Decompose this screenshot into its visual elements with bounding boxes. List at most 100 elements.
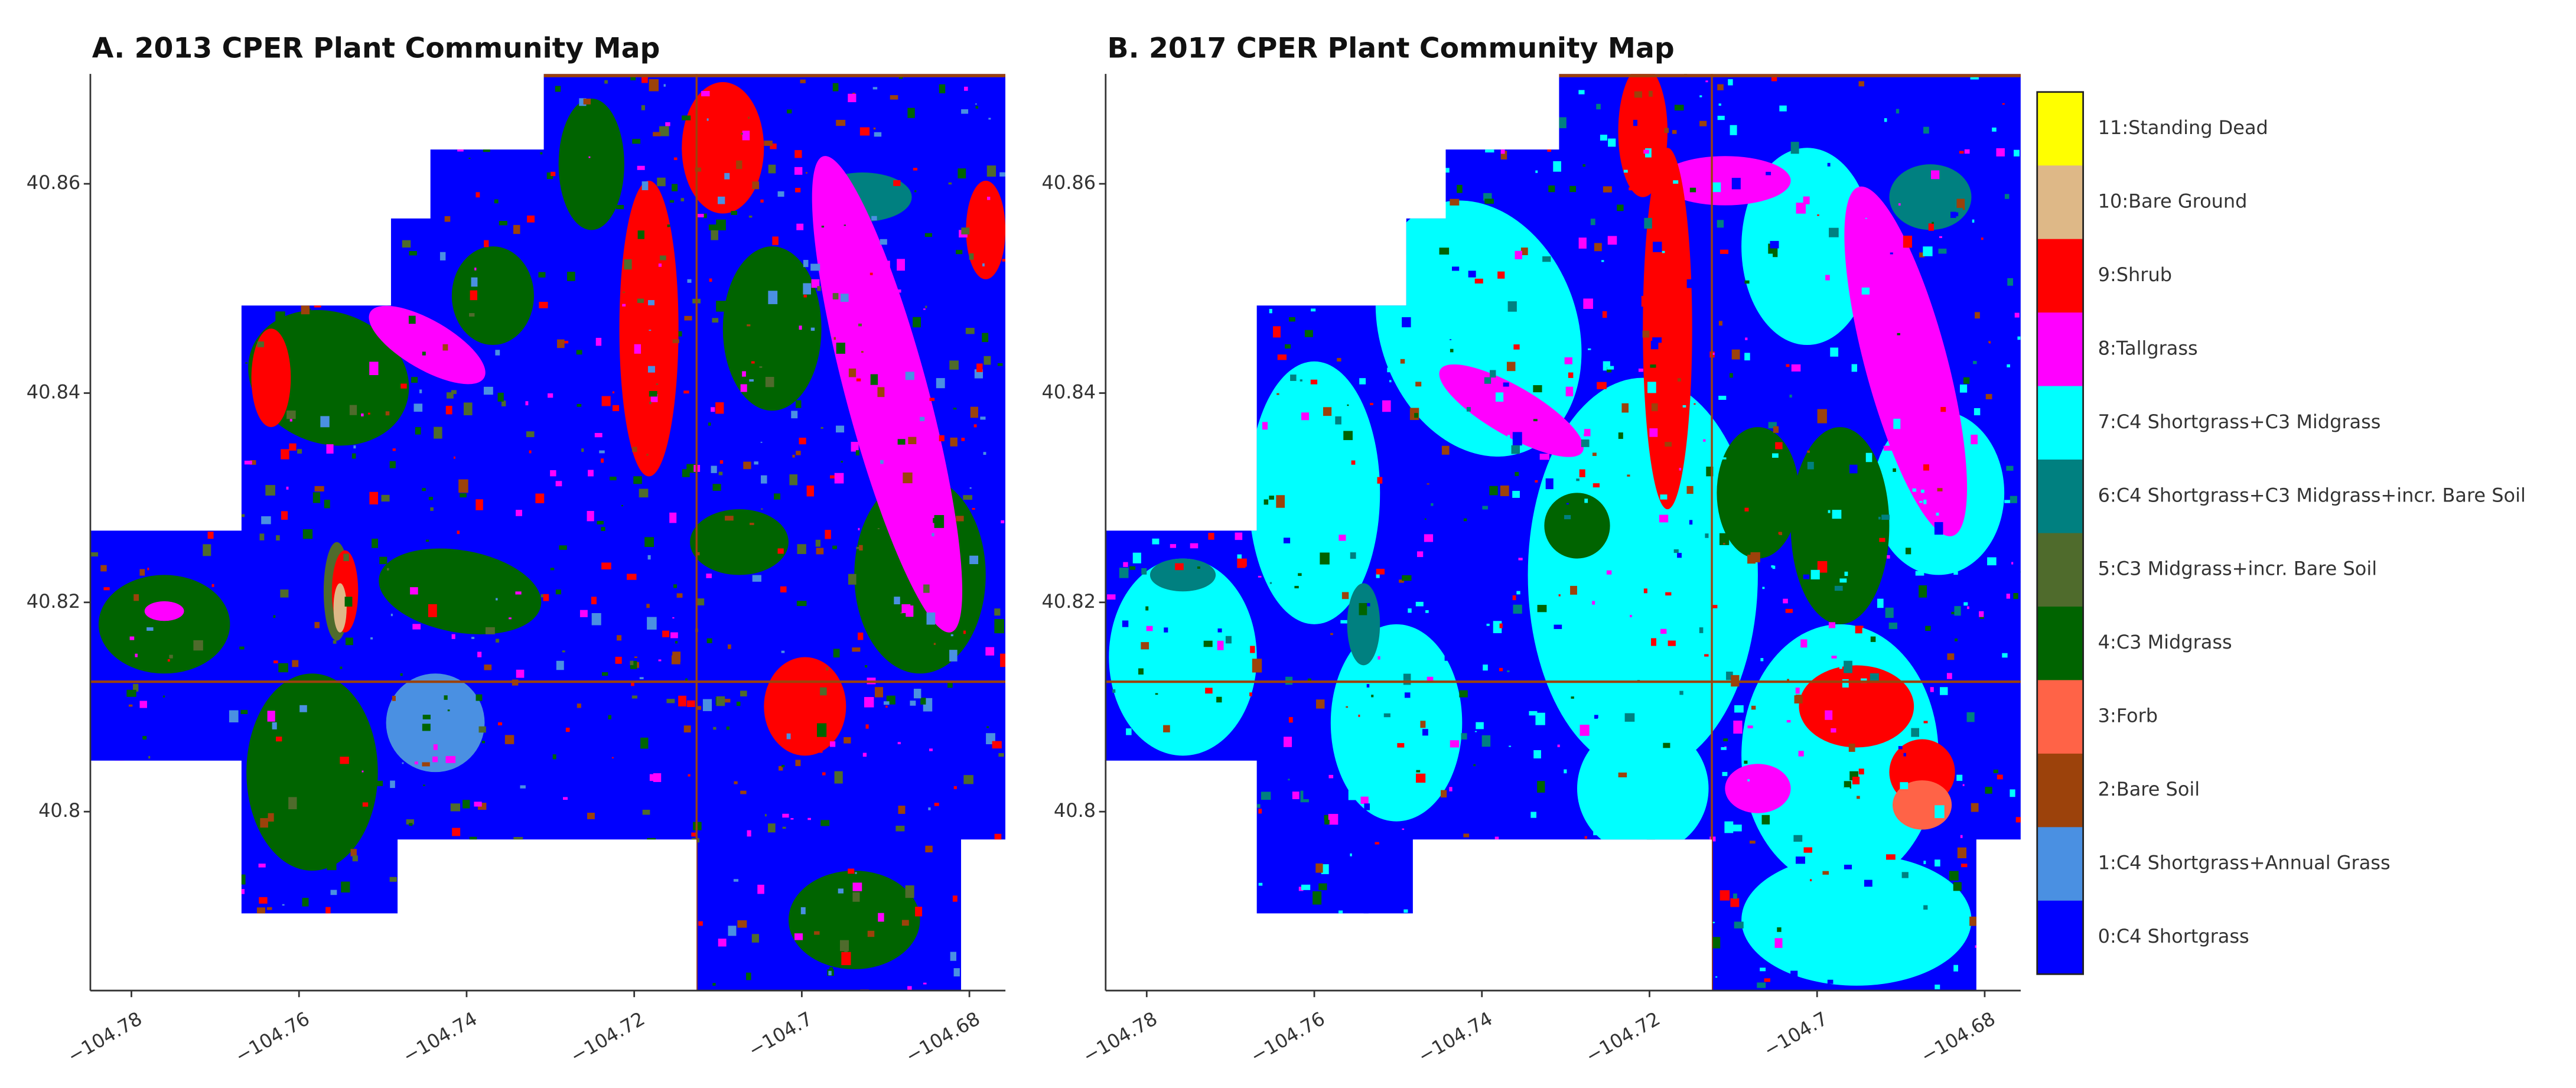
map-speck <box>1877 598 1884 608</box>
map-speck <box>1692 381 1696 386</box>
map-speck <box>829 967 833 970</box>
map-speck <box>1807 450 1810 453</box>
map-speck <box>359 74 364 79</box>
map-speck <box>1641 295 1649 307</box>
map-speck <box>476 192 480 198</box>
map-speck <box>601 458 604 463</box>
map-speck <box>1427 483 1429 485</box>
map-speck <box>1301 412 1310 421</box>
map-speck <box>1437 148 1444 155</box>
map-speck <box>733 879 739 882</box>
map-speck <box>1748 402 1756 411</box>
map-speck <box>1793 924 1799 930</box>
map-speck <box>550 568 555 571</box>
map-speck <box>832 293 839 299</box>
map-speck <box>1490 945 1492 948</box>
map-speck <box>1126 728 1132 735</box>
map-speck <box>1412 199 1417 203</box>
map-speck <box>1896 109 1900 114</box>
legend-swatch <box>2037 386 2083 460</box>
map-speck <box>1668 640 1676 646</box>
map-speck <box>1235 532 1243 540</box>
map-speck <box>1677 553 1682 558</box>
map-speck <box>1500 151 1507 159</box>
legend-label: 10:Bare Ground <box>2098 190 2248 212</box>
map-speck <box>1694 403 1696 405</box>
map-speck <box>1141 642 1149 650</box>
map-speck <box>624 259 632 270</box>
map-speck <box>442 344 448 351</box>
map-speck <box>1225 636 1232 644</box>
map-speck <box>297 449 302 454</box>
map-speck <box>1513 604 1522 614</box>
map-speck <box>100 197 108 207</box>
map-speck <box>1261 791 1271 800</box>
map-speck <box>352 855 358 862</box>
map-speck <box>683 390 689 394</box>
map-speck <box>190 107 199 120</box>
map-speck <box>566 901 574 906</box>
map-speck <box>1515 472 1519 476</box>
map-speck <box>1793 835 1803 842</box>
map-speck <box>659 126 669 136</box>
map-speck <box>958 168 966 179</box>
legend-swatch <box>2037 165 2083 240</box>
map-speck <box>1194 133 1197 136</box>
map-speck <box>856 378 861 382</box>
map-speck <box>1905 548 1911 555</box>
map-speck <box>1364 602 1370 607</box>
map-speck <box>805 172 807 174</box>
map-speck <box>687 279 692 283</box>
map-speck <box>1971 434 1978 445</box>
map-speck <box>323 348 332 362</box>
map-speck <box>1761 815 1770 825</box>
map-speck <box>1861 287 1870 295</box>
map-speck <box>832 83 839 92</box>
map-speck <box>810 263 820 271</box>
map-speck <box>649 79 659 92</box>
map-speck <box>1424 518 1427 520</box>
map-speck <box>1323 407 1332 416</box>
map-speck <box>1359 378 1366 385</box>
map-speck <box>1583 298 1593 309</box>
map-speck <box>1373 177 1379 183</box>
map-speck <box>90 552 99 557</box>
map-speck <box>1934 542 1944 556</box>
map-speck <box>1712 353 1715 355</box>
map-speck <box>1166 109 1170 115</box>
map-speck <box>1657 546 1668 558</box>
map-speck <box>1389 380 1392 383</box>
map-speck <box>1849 464 1858 474</box>
map-speck <box>669 200 675 203</box>
map-speck <box>665 122 670 126</box>
map-speck <box>1481 92 1486 98</box>
map-speck <box>1263 207 1269 211</box>
map-speck <box>595 337 602 346</box>
map-speck <box>737 920 747 928</box>
map-speck <box>1508 126 1516 137</box>
map-speck <box>1597 382 1607 389</box>
map-speck <box>412 624 421 630</box>
map-speck <box>597 520 604 525</box>
map-speck <box>1235 389 1243 398</box>
map-speck <box>1475 141 1484 146</box>
map-patch <box>251 328 291 428</box>
map-speck <box>820 687 827 696</box>
map-speck <box>848 574 857 585</box>
map-speck <box>1750 552 1760 563</box>
map-speck <box>1672 130 1677 134</box>
map-speck <box>356 257 365 267</box>
map-speck <box>1346 706 1349 708</box>
map-speck <box>1966 712 1975 722</box>
map-speck <box>1728 79 1733 86</box>
map-speck <box>476 694 483 701</box>
map-speck <box>1601 260 1604 262</box>
map-speck <box>1513 344 1520 350</box>
map-speck <box>761 475 767 484</box>
map-speck <box>409 137 417 147</box>
map-speck <box>1923 246 1933 256</box>
map-speck <box>1171 239 1179 248</box>
map-speck <box>1779 532 1783 535</box>
map-speck <box>948 182 952 185</box>
map-speck <box>747 324 751 327</box>
